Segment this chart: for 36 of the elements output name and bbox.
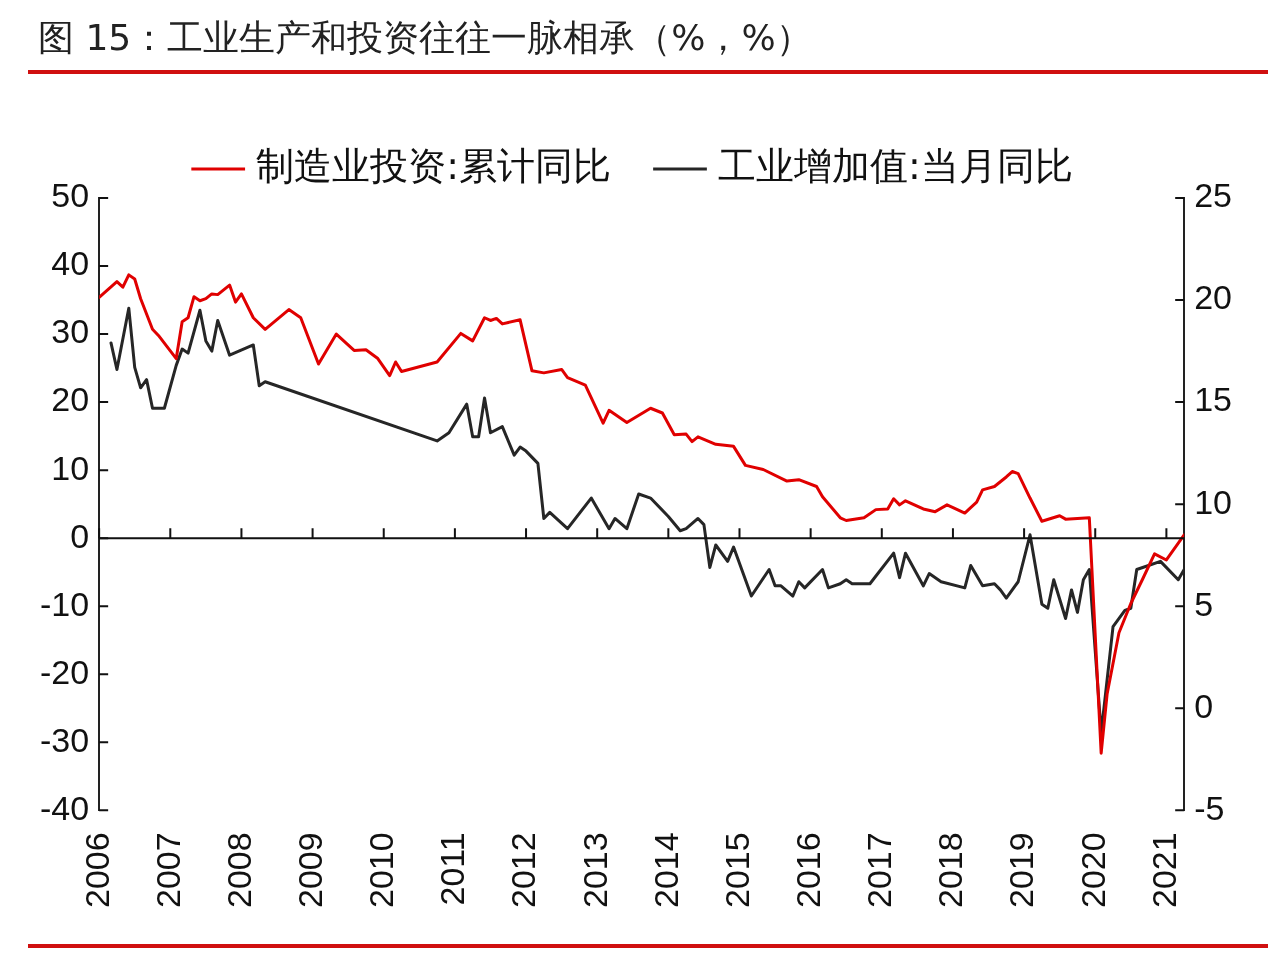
y-tick-label: -30 <box>40 720 90 759</box>
x-tick-label: 2015 <box>717 832 756 908</box>
y2-tick-label: 0 <box>1194 686 1214 725</box>
x-tick-label: 2017 <box>860 832 899 908</box>
x-tick-label: 2013 <box>575 832 614 908</box>
x-tick-label: 2012 <box>504 832 543 908</box>
y-tick-label: -40 <box>40 788 90 827</box>
y-tick-label: 10 <box>51 448 90 487</box>
x-tick-label: 2021 <box>1144 832 1183 908</box>
x-tick-label: 2008 <box>219 832 258 908</box>
x-tick-label: 2011 <box>433 832 472 906</box>
y-tick-label: 30 <box>51 312 90 351</box>
legend-label: 工业增加值:当月同比 <box>718 143 1073 188</box>
y-tick-label: -20 <box>40 652 90 691</box>
y2-tick-label: 20 <box>1194 278 1233 317</box>
y2-tick-label: 5 <box>1194 584 1214 623</box>
y-tick-label: 40 <box>51 244 90 283</box>
y-tick-label: 0 <box>70 516 90 555</box>
y-tick-label: 20 <box>51 380 90 419</box>
y2-tick-label: -5 <box>1194 788 1225 827</box>
y-tick-label: -10 <box>40 584 90 623</box>
x-tick-label: 2016 <box>789 832 828 908</box>
chart-title: 图 15：工业生产和投资往往一脉相承（%，%） <box>38 16 812 60</box>
x-tick-label: 2006 <box>77 832 116 908</box>
x-tick-label: 2010 <box>362 832 401 908</box>
x-tick-label: 2018 <box>931 832 970 908</box>
y2-tick-label: 15 <box>1194 380 1233 419</box>
x-tick-label: 2009 <box>290 832 329 908</box>
x-tick-label: 2020 <box>1073 832 1112 908</box>
legend-label: 制造业投资:累计同比 <box>256 143 612 188</box>
x-tick-label: 2019 <box>1002 832 1041 908</box>
y-tick-label: 50 <box>51 176 90 215</box>
x-tick-label: 2014 <box>646 832 685 908</box>
y2-tick-label: 25 <box>1194 176 1233 215</box>
y2-tick-label: 10 <box>1194 482 1233 521</box>
x-tick-label: 2007 <box>148 832 187 908</box>
